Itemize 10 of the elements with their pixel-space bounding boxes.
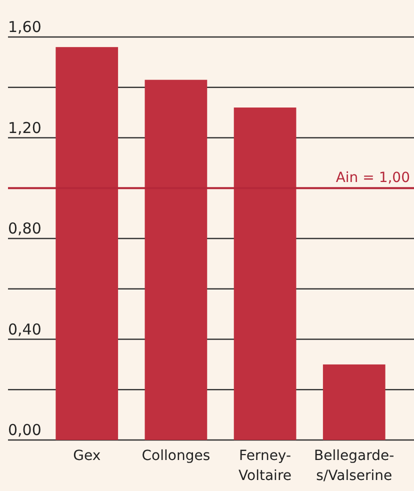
- x-tick-label: Collonges: [142, 448, 210, 464]
- x-tick-label: Ferney-Voltaire: [238, 448, 292, 484]
- ref-line-label: Ain = 1,00: [336, 170, 410, 186]
- y-tick-label: 0,40: [8, 320, 42, 338]
- y-tick-label: 1,20: [8, 118, 42, 137]
- y-tick-label: 1,60: [8, 18, 42, 36]
- x-tick-label: Bellegarde-s/Valserine: [314, 448, 394, 484]
- y-tick-label: 0,80: [8, 220, 42, 238]
- x-tick-label: Gex: [73, 448, 101, 464]
- y-tick-label: 0,00: [8, 421, 42, 439]
